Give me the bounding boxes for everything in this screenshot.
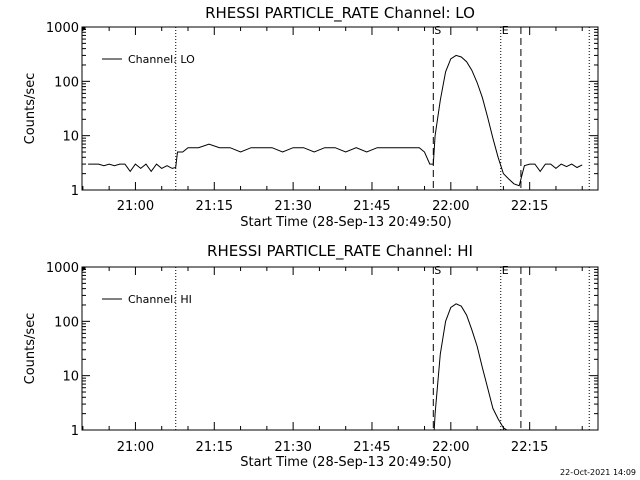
x-axis-label: Start Time (28-Sep-13 20:49:50) [240,455,451,470]
legend-label: Channel: LO [128,53,195,66]
x-tick-label: 21:30 [274,199,311,214]
series-line [433,303,508,430]
marker-label-E: E [502,24,509,37]
y-tick-label: 1000 [46,21,79,36]
x-tick-label: 22:00 [432,199,469,214]
panel-lo: RHESSI PARTICLE_RATE Channel: LO 1 10 100 10… [23,4,599,230]
footer-timestamp: 22-Oct-2021 14:09 [560,468,636,477]
y-tick-label: 1000 [46,261,79,276]
y-tick-label: 1 [71,424,79,439]
marker-label-S: S [434,24,441,37]
x-tick-label: 21:15 [196,199,233,214]
marker-label-S: S [434,264,441,277]
x-tick-label: 22:15 [511,440,548,455]
legend-label: Channel: HI [128,293,192,306]
x-tick-label: 21:00 [117,440,154,455]
y-tick-label: 10 [62,370,79,385]
corner-mark [82,266,86,270]
series-line [88,54,583,187]
y-tick-label: 10 [62,130,79,145]
panel-hi: RHESSI PARTICLE_RATE Channel: HI 1 10 100 10… [23,242,599,470]
chart-title: RHESSI PARTICLE_RATE Channel: HI [207,242,473,261]
x-tick-label: 21:30 [274,440,311,455]
x-tick-label: 21:45 [353,199,390,214]
marker-label-E: E [502,264,509,277]
x-tick-label: 21:00 [117,199,154,214]
x-tick-label: 21:15 [196,440,233,455]
y-tick-label: 100 [54,75,79,90]
x-tick-label: 22:00 [432,440,469,455]
plot-frame [81,26,599,191]
x-tick-label: 22:15 [511,199,548,214]
chart-title: RHESSI PARTICLE_RATE Channel: LO [205,4,475,23]
plot-frame [81,266,599,431]
y-tick-label: 100 [54,315,79,330]
x-tick-label: 21:45 [353,440,390,455]
y-tick-label: 1 [71,184,79,199]
corner-mark [82,26,86,30]
y-axis-label: Counts/sec [23,313,38,385]
x-axis-label: Start Time (28-Sep-13 20:49:50) [240,215,451,230]
y-axis-label: Counts/sec [23,73,38,145]
